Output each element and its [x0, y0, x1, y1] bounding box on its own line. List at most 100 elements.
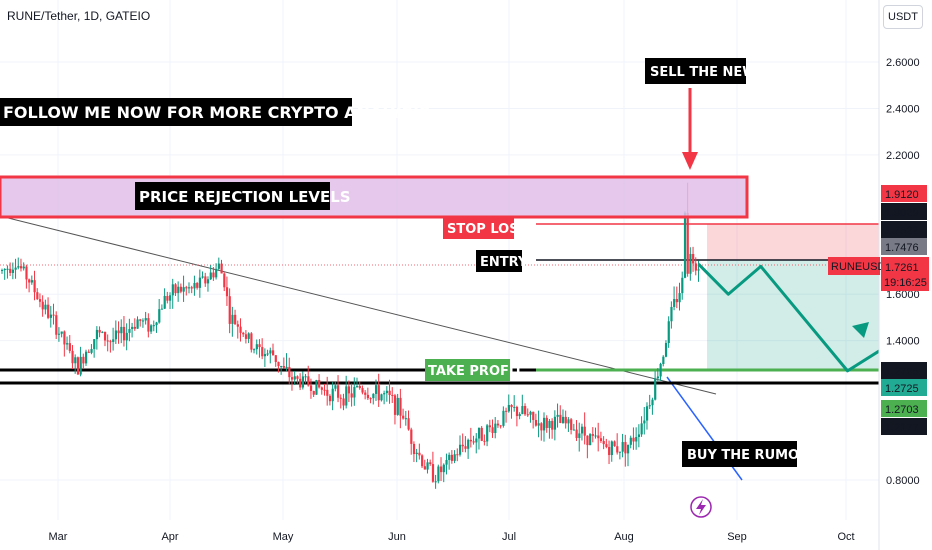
- y-tick-label: 1.6000: [886, 289, 920, 301]
- candle-body: [553, 416, 557, 430]
- candle-body: [445, 460, 448, 465]
- candle-body: [437, 466, 440, 482]
- candle-body: [486, 425, 489, 442]
- candle-body: [106, 340, 109, 342]
- candle-body: [76, 357, 80, 375]
- candle-body: [521, 406, 524, 415]
- candle-body: [621, 442, 624, 452]
- candle-body: [412, 443, 416, 455]
- candle-body: [103, 331, 107, 341]
- take-profit-label: TAKE PROFIT: [428, 364, 523, 379]
- price-badge: 1.2177: [881, 418, 927, 435]
- candle-body: [380, 394, 383, 401]
- candle-body: [55, 315, 58, 335]
- candle-body: [179, 286, 183, 292]
- candle-body: [9, 268, 12, 273]
- currency-button[interactable]: USDT: [883, 5, 923, 29]
- price-badge-label: 1.2703: [885, 404, 919, 416]
- candle-body: [334, 385, 337, 389]
- candle-body: [477, 427, 481, 439]
- candle-body: [686, 212, 689, 274]
- price-badge: 1.7476: [881, 238, 927, 255]
- candle-body: [689, 253, 692, 274]
- candle-body: [629, 437, 632, 445]
- candle-body: [594, 435, 597, 437]
- candle-body: [68, 343, 71, 351]
- candle-body: [312, 390, 315, 395]
- lightning-icon[interactable]: [690, 496, 712, 518]
- candle-body: [494, 423, 497, 433]
- candle-body: [374, 385, 378, 394]
- candle-body: [456, 454, 459, 456]
- candle-body: [266, 353, 269, 355]
- candle-body: [28, 279, 31, 283]
- candle-body: [366, 394, 370, 399]
- price-badges: 1.9120 1.9029 1.7522 1.7476 1.2725 1.2725 1.27…: [881, 185, 927, 435]
- candle-body: [664, 343, 668, 357]
- candle-body: [193, 282, 196, 289]
- candle-body: [244, 334, 248, 339]
- candle-body: [160, 308, 164, 310]
- candle-body: [543, 417, 546, 431]
- candle-body: [393, 395, 397, 415]
- price-badge-label: 1.9120: [885, 189, 919, 201]
- candle-body: [304, 376, 307, 378]
- candle-body: [426, 462, 429, 470]
- candle-body: [326, 389, 329, 396]
- price-badge: 1.2725: [881, 379, 927, 396]
- candle-body: [17, 266, 20, 268]
- candle-body: [79, 356, 82, 375]
- candle-body: [22, 266, 25, 269]
- candle-body: [502, 410, 505, 426]
- candle-body: [505, 410, 508, 412]
- candle-body: [575, 429, 578, 438]
- candle-body: [201, 276, 204, 278]
- candle-body: [95, 329, 99, 340]
- candle-body: [290, 377, 294, 380]
- candle-body: [567, 419, 570, 424]
- candle-body: [101, 331, 104, 333]
- entry-label: ENTRY: [480, 255, 528, 270]
- candle-body: [223, 273, 226, 288]
- candle-body: [578, 433, 581, 438]
- candle-body: [299, 378, 302, 388]
- candle-body: [44, 304, 47, 310]
- candle-body: [85, 351, 88, 364]
- price-badge: 1.9120: [881, 185, 927, 202]
- candle-body: [694, 263, 697, 271]
- candle-body: [318, 380, 321, 388]
- candle-body: [6, 268, 9, 270]
- annotation-buy-rumors: BUY THE RUMORS: [682, 441, 819, 467]
- sell-news-arrow: [682, 88, 698, 170]
- candle-body: [637, 434, 641, 438]
- candle-body: [499, 425, 502, 427]
- candle-body: [315, 380, 318, 395]
- candle-body: [602, 441, 605, 445]
- candle-body: [198, 277, 202, 288]
- candle-body: [253, 349, 256, 351]
- candle-body: [228, 296, 231, 324]
- candle-body: [358, 386, 361, 389]
- candle-body: [60, 331, 63, 334]
- candle-body: [350, 393, 353, 398]
- candle-body: [296, 376, 299, 379]
- price-badge-label: 1.2725: [885, 383, 919, 395]
- candle-body: [169, 295, 172, 301]
- price-badge-label: 1.9029: [885, 207, 919, 219]
- candle-body: [171, 284, 174, 296]
- candle-body: [491, 427, 494, 433]
- countdown-label: 19:16:25: [884, 277, 927, 289]
- candle-body: [120, 326, 123, 334]
- candle-body: [475, 438, 478, 443]
- candle-body: [442, 464, 445, 473]
- candle-body: [66, 343, 69, 345]
- candle-body: [496, 423, 500, 426]
- price-badge-bg: [881, 400, 927, 417]
- stop-loss-zone: [707, 224, 879, 260]
- candle-body: [548, 420, 551, 428]
- candle-body: [215, 268, 218, 278]
- candle-body: [261, 347, 264, 357]
- candle-body: [564, 416, 567, 424]
- candle-body: [469, 439, 473, 442]
